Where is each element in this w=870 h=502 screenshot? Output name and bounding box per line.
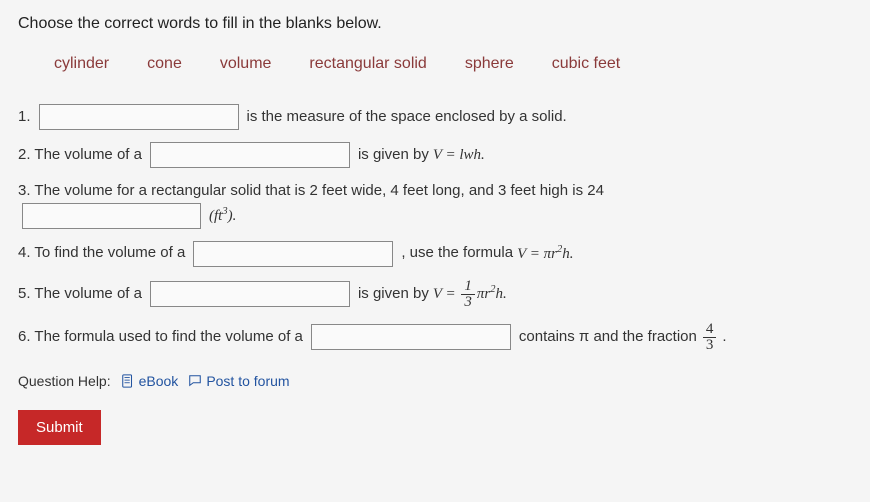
help-label: Question Help: xyxy=(18,371,111,392)
q5-f-a: V = xyxy=(433,285,460,301)
ebook-link[interactable]: eBook xyxy=(121,371,179,392)
chat-icon xyxy=(188,374,202,388)
word-bank: cylinder cone volume rectangular solid s… xyxy=(54,52,852,76)
ebook-label: eBook xyxy=(139,371,179,392)
post-forum-link[interactable]: Post to forum xyxy=(188,371,289,392)
q4-f-a: V = πr xyxy=(517,246,557,262)
q6-prefix: 6. The formula used to find the volume o… xyxy=(18,326,303,349)
q2-formula: V = lwh. xyxy=(433,144,485,167)
q3-unit-b: ). xyxy=(228,208,237,224)
q6-text-b: . xyxy=(722,326,726,349)
q6-fraction: 43 xyxy=(703,322,717,353)
q6-blank[interactable] xyxy=(311,324,511,350)
word-cone: cone xyxy=(147,52,182,76)
question-1: 1. is the measure of the space enclosed … xyxy=(18,104,852,130)
q5-frac-num: 1 xyxy=(461,279,475,295)
instruction-text: Choose the correct words to fill in the … xyxy=(18,12,852,36)
q2-blank[interactable] xyxy=(150,142,350,168)
word-sphere: sphere xyxy=(465,52,514,76)
q4-f-b: h. xyxy=(562,246,573,262)
q6-frac-den: 3 xyxy=(703,338,717,353)
q2-text: is given by xyxy=(358,144,429,167)
questions-list: 1. is the measure of the space enclosed … xyxy=(18,104,852,353)
q5-formula: V = 13πr2h. xyxy=(433,279,507,310)
word-rectangular-solid: rectangular solid xyxy=(309,52,426,76)
question-2: 2. The volume of a is given by V = lwh. xyxy=(18,142,852,168)
word-volume: volume xyxy=(220,52,272,76)
question-4: 4. To find the volume of a , use the for… xyxy=(18,241,852,267)
word-cubic-feet: cubic feet xyxy=(552,52,620,76)
document-icon xyxy=(121,374,135,388)
q6-frac-num: 4 xyxy=(703,322,717,338)
submit-button[interactable]: Submit xyxy=(18,410,101,445)
question-6: 6. The formula used to find the volume o… xyxy=(18,322,852,353)
q5-fraction: 13 xyxy=(461,279,475,310)
question-5: 5. The volume of a is given by V = 13πr2… xyxy=(18,279,852,310)
question-help-row: Question Help: eBook Post to forum xyxy=(18,371,852,392)
q5-frac-den: 3 xyxy=(461,295,475,310)
q3-text: 3. The volume for a rectangular solid th… xyxy=(18,180,604,203)
q5-text: is given by xyxy=(358,283,429,306)
q6-text-a: contains π and the fraction xyxy=(519,326,697,349)
q1-number: 1. xyxy=(18,106,31,129)
q3-blank[interactable] xyxy=(22,203,201,229)
q4-formula: V = πr2h. xyxy=(517,242,573,266)
q5-blank[interactable] xyxy=(150,281,350,307)
post-label: Post to forum xyxy=(206,371,289,392)
q5-f-c: h. xyxy=(495,285,506,301)
q4-blank[interactable] xyxy=(193,241,393,267)
q4-prefix: 4. To find the volume of a xyxy=(18,242,185,265)
word-cylinder: cylinder xyxy=(54,52,109,76)
q4-text: , use the formula xyxy=(401,242,513,265)
q5-f-b: πr xyxy=(477,285,490,301)
q1-text: is the measure of the space enclosed by … xyxy=(247,106,567,129)
q3-unit: (ft3). xyxy=(209,204,236,228)
q2-prefix: 2. The volume of a xyxy=(18,144,142,167)
question-3: 3. The volume for a rectangular solid th… xyxy=(18,180,852,229)
q3-unit-a: (ft xyxy=(209,208,222,224)
q1-blank[interactable] xyxy=(39,104,239,130)
q5-prefix: 5. The volume of a xyxy=(18,283,142,306)
